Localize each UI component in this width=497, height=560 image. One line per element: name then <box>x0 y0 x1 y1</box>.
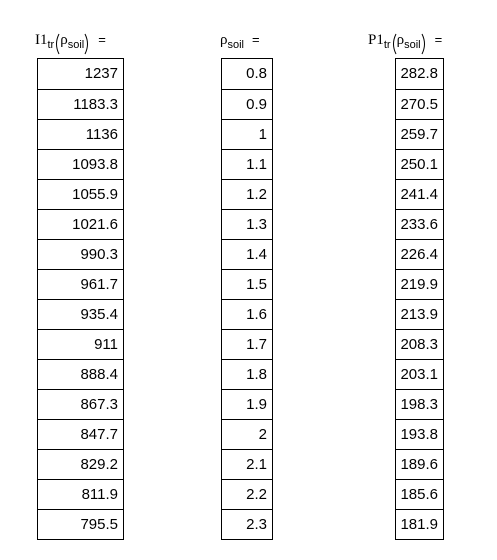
header-operator: = <box>98 32 106 47</box>
header-argument: ρ <box>396 32 405 48</box>
header-argument-subscript: soil <box>67 39 85 51</box>
value-cell: 208.3 <box>396 329 443 359</box>
value-cell: 226.4 <box>396 239 443 269</box>
value-cell: 1.6 <box>222 299 272 329</box>
value-cell: 233.6 <box>396 209 443 239</box>
paren <box>56 33 60 55</box>
value-cell: 2.1 <box>222 449 272 479</box>
value-cell: 241.4 <box>396 179 443 209</box>
value-cell: 1.4 <box>222 239 272 269</box>
value-cell: 1183.3 <box>38 89 123 119</box>
column-header: ρ soil = <box>220 32 260 56</box>
header-argument: ρ <box>220 32 228 48</box>
header-operator: = <box>434 32 443 47</box>
value-cell: 829.2 <box>38 449 123 479</box>
value-cell: 219.9 <box>396 269 443 299</box>
value-cell: 911 <box>38 329 123 359</box>
column-header: I1 tr ρ soil = <box>35 32 106 56</box>
value-cell: 1.5 <box>222 269 272 299</box>
value-cell: 1.7 <box>222 329 272 359</box>
value-cell: 198.3 <box>396 389 443 419</box>
value-cell: 811.9 <box>38 479 123 509</box>
header-subscript: tr <box>383 39 391 51</box>
value-cell: 1021.6 <box>38 209 123 239</box>
header-argument-subscript: soil <box>227 39 245 51</box>
value-cell: 795.5 <box>38 509 123 539</box>
value-cell: 1.2 <box>222 179 272 209</box>
value-cell: 193.8 <box>396 419 443 449</box>
value-cell: 2.3 <box>222 509 272 539</box>
value-cell: 1055.9 <box>38 179 123 209</box>
column-header: P1 tr ρ soil = <box>368 32 442 56</box>
value-cell: 282.8 <box>400 65 438 82</box>
value-table: 1237 1183.3 1136 1093.8 1055.9 1021.6 990.3 961… <box>37 58 124 540</box>
value-cell: 935.4 <box>38 299 123 329</box>
paren <box>84 33 89 55</box>
value-cell: 1136 <box>38 119 123 149</box>
value-cell: 181.9 <box>396 509 443 539</box>
value-cell: 990.3 <box>38 239 123 269</box>
value-cell: 1.9 <box>222 389 272 419</box>
value-cell: 867.3 <box>38 389 123 419</box>
value-cell: 0.9 <box>222 89 272 119</box>
value-cell: 0.8 <box>246 65 267 82</box>
value-cell: 2 <box>222 419 272 449</box>
value-cell: 847.7 <box>38 419 123 449</box>
value-cell: 270.5 <box>396 89 443 119</box>
header-name: I1 <box>35 32 48 48</box>
value-cell: 1.8 <box>222 359 272 389</box>
value-table: 0.8 0.9 1 1.1 1.2 1.3 1.4 1.5 1.6 1.7 1.8 1.9 2 2.1 2.… <box>221 58 273 540</box>
value-cell: 2.2 <box>222 479 272 509</box>
value-cell: 1 <box>222 119 272 149</box>
value-cell: 213.9 <box>396 299 443 329</box>
value-cell: 250.1 <box>396 149 443 179</box>
header-name: P1 <box>368 32 384 48</box>
value-cell: 259.7 <box>396 119 443 149</box>
value-cell: 203.1 <box>396 359 443 389</box>
value-cell: 1.1 <box>222 149 272 179</box>
paren <box>421 33 425 55</box>
header-operator: = <box>252 32 260 47</box>
value-cell: 961.7 <box>38 269 123 299</box>
value-cell: 185.6 <box>396 479 443 509</box>
value-cell: 1237 <box>84 65 118 82</box>
header-subscript: tr <box>47 39 55 51</box>
header-argument-subscript: soil <box>404 39 421 51</box>
value-cell: 888.4 <box>38 359 123 389</box>
paren <box>392 33 397 55</box>
value-cell: 1093.8 <box>38 149 123 179</box>
value-cell: 189.6 <box>396 449 443 479</box>
value-table: 282.8 270.5 259.7 250.1 241.4 233.6 226.4 219.9… <box>395 58 444 540</box>
header-argument: ρ <box>60 32 68 48</box>
value-cell: 1.3 <box>222 209 272 239</box>
